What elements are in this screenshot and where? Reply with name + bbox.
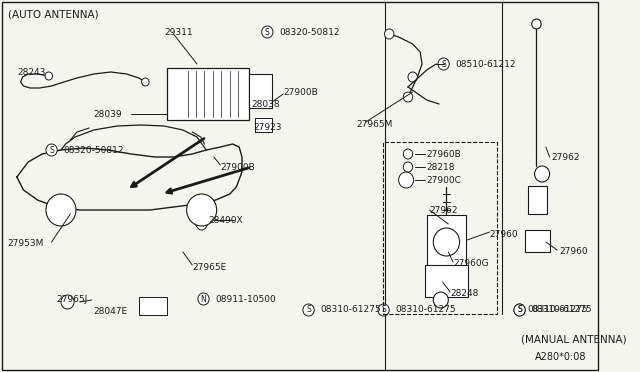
Text: 28243: 28243 [17, 67, 45, 77]
Text: S: S [49, 145, 54, 154]
Text: 08320-50812: 08320-50812 [64, 145, 124, 154]
Circle shape [534, 166, 550, 182]
Text: N: N [201, 295, 206, 304]
Circle shape [378, 304, 389, 316]
Text: 27960: 27960 [490, 230, 518, 238]
Text: 28218: 28218 [427, 163, 455, 171]
Circle shape [532, 19, 541, 29]
Text: 27900B: 27900B [284, 87, 318, 96]
Bar [528, 186, 547, 214]
Circle shape [408, 72, 417, 82]
Text: 08510-61212: 08510-61212 [456, 60, 516, 68]
Circle shape [46, 144, 57, 156]
Text: 27900C: 27900C [427, 176, 461, 185]
Text: 27965E: 27965E [192, 263, 227, 272]
Text: 27965J: 27965J [56, 295, 88, 305]
Text: 08310-61275: 08310-61275 [396, 305, 456, 314]
Circle shape [198, 293, 209, 305]
Text: A280*0:08: A280*0:08 [534, 352, 586, 362]
Circle shape [403, 149, 413, 159]
Text: 27960: 27960 [559, 247, 588, 257]
Text: S: S [265, 28, 269, 36]
Text: 08310-61275: 08310-61275 [527, 305, 588, 314]
Bar [425, 265, 468, 297]
Text: 27953M: 27953M [8, 240, 44, 248]
Bar [525, 230, 550, 252]
Bar [255, 118, 272, 132]
Bar [250, 74, 272, 108]
Text: S: S [441, 60, 446, 68]
Circle shape [45, 72, 52, 80]
Circle shape [433, 292, 448, 308]
Circle shape [514, 304, 525, 316]
Text: 28038: 28038 [252, 99, 280, 109]
Text: 29311: 29311 [164, 28, 193, 36]
Circle shape [262, 26, 273, 38]
Text: 08310-61275: 08310-61275 [321, 305, 381, 314]
Text: S: S [517, 305, 522, 314]
Text: 27923: 27923 [253, 122, 282, 131]
Circle shape [403, 162, 413, 172]
Bar [383, 142, 497, 314]
Circle shape [438, 58, 449, 70]
Circle shape [403, 92, 413, 102]
Text: 27960B: 27960B [427, 150, 461, 158]
Text: (AUTO ANTENNA): (AUTO ANTENNA) [8, 9, 98, 19]
Text: 08911-10500: 08911-10500 [216, 295, 276, 304]
Circle shape [46, 194, 76, 226]
Bar [167, 68, 250, 120]
Bar [139, 297, 167, 315]
Text: 27962: 27962 [429, 205, 458, 215]
Text: 08320-50812: 08320-50812 [280, 28, 340, 36]
Text: 08310-61275: 08310-61275 [532, 305, 593, 314]
Text: 28248: 28248 [450, 289, 479, 298]
Text: 28490X: 28490X [208, 215, 243, 224]
Circle shape [61, 295, 74, 309]
Bar [427, 215, 466, 267]
Text: 27962: 27962 [552, 153, 580, 161]
Text: S: S [306, 305, 311, 314]
Text: 27960G: 27960G [453, 260, 488, 269]
Text: 28039: 28039 [94, 109, 122, 119]
Text: 27900B: 27900B [220, 163, 255, 171]
Text: 28047E: 28047E [94, 308, 128, 317]
Text: (MANUAL ANTENNA): (MANUAL ANTENNA) [520, 335, 626, 345]
Text: 27965M: 27965M [356, 119, 393, 128]
Circle shape [385, 29, 394, 39]
Circle shape [399, 172, 413, 188]
Text: S: S [381, 305, 386, 314]
Ellipse shape [195, 210, 208, 230]
Circle shape [303, 304, 314, 316]
Circle shape [141, 78, 149, 86]
Text: S: S [517, 305, 522, 314]
Circle shape [433, 228, 460, 256]
Circle shape [187, 194, 217, 226]
Circle shape [514, 304, 525, 316]
